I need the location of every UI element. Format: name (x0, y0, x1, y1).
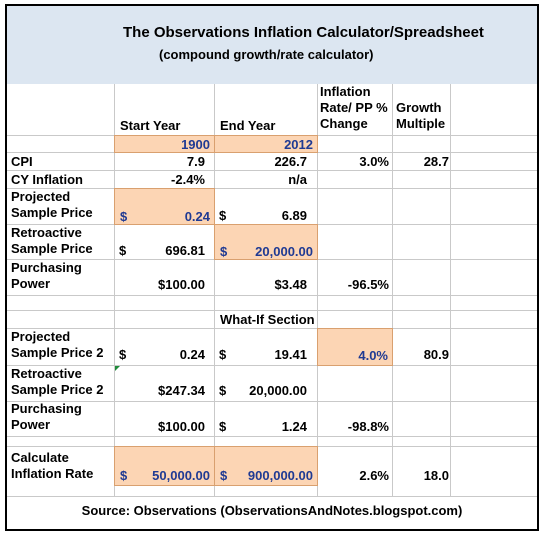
retroactive2-start: $247.34 (158, 383, 205, 398)
purchasing2-start: $100.00 (158, 419, 205, 434)
projected2-start: 0.24 (180, 347, 205, 362)
grid-vline (450, 84, 451, 496)
projected2-growth: 80.9 (424, 347, 449, 362)
comment-indicator (115, 366, 120, 371)
projected-end-currency: $ (219, 208, 226, 223)
projected2-label: Projected Sample Price 2 (11, 329, 104, 361)
calculate-end-input[interactable]: $ 900,000.00 (214, 446, 318, 486)
start-year-header: Start Year (120, 118, 180, 133)
projected-label: Projected Sample Price (11, 189, 93, 221)
retroactive-start: 696.81 (165, 243, 205, 258)
grid-hline (7, 295, 537, 296)
sheet-title: The Observations Inflation Calculator/Sp… (123, 24, 484, 41)
retroactive2-end-currency: $ (219, 383, 226, 398)
projected2-end-currency: $ (219, 347, 226, 362)
retroactive-end-input[interactable]: $ 20,000.00 (214, 224, 318, 260)
calculate-start-input[interactable]: $ 50,000.00 (114, 446, 215, 486)
retroactive-start-currency: $ (119, 243, 126, 258)
growth-multiple-header: Growth Multiple (396, 100, 445, 132)
purchasing-power-label: Purchasing Power (11, 260, 82, 292)
purchasing2-end: 1.24 (282, 419, 307, 434)
whatif-title: What-If Section (220, 312, 315, 327)
start-year-input[interactable]: 1900 (114, 135, 215, 153)
grid-hline (7, 496, 537, 497)
grid-hline (7, 310, 537, 311)
purchasing2-label: Purchasing Power (11, 401, 82, 433)
source-note: Source: Observations (ObservationsAndNot… (7, 503, 537, 518)
grid-hline (7, 436, 537, 437)
projected-start-input[interactable]: $ 0.24 (114, 188, 215, 225)
end-year-header: End Year (220, 118, 275, 133)
cpi-end: 226.7 (274, 154, 307, 169)
cpi-start: 7.9 (187, 154, 205, 169)
cy-inflation-label: CY Inflation (11, 172, 83, 187)
grid-hline (7, 170, 537, 171)
purchasing-power-start: $100.00 (158, 277, 205, 292)
inflation-rate-header: Inflation Rate/ PP % Change (320, 84, 388, 132)
projected2-rate-input[interactable]: 4.0% (317, 328, 393, 366)
retroactive2-label: Retroactive Sample Price 2 (11, 366, 104, 398)
projected2-end: 19.41 (274, 347, 307, 362)
spreadsheet: The Observations Inflation Calculator/Sp… (5, 4, 539, 531)
projected2-start-currency: $ (119, 347, 126, 362)
grid-hline (7, 401, 537, 402)
retroactive2-end: 20,000.00 (249, 383, 307, 398)
retroactive-label: Retroactive Sample Price (11, 225, 93, 257)
projected-end: 6.89 (282, 208, 307, 223)
calculate-label: Calculate Inflation Rate (11, 450, 93, 482)
purchasing-power-rate: -96.5% (348, 277, 389, 292)
purchasing2-rate: -98.8% (348, 419, 389, 434)
calculate-growth: 18.0 (424, 468, 449, 483)
cy-inflation-end: n/a (288, 172, 307, 187)
end-year-input[interactable]: 2012 (214, 135, 318, 153)
purchasing2-end-currency: $ (219, 419, 226, 434)
cpi-rate: 3.0% (359, 154, 389, 169)
grid-vline (392, 84, 393, 496)
title-band: The Observations Inflation Calculator/Sp… (7, 6, 537, 84)
cpi-label: CPI (11, 154, 33, 169)
calculate-rate: 2.6% (359, 468, 389, 483)
purchasing-power-end: $3.48 (274, 277, 307, 292)
cy-inflation-start: -2.4% (171, 172, 205, 187)
cpi-growth: 28.7 (424, 154, 449, 169)
sheet-subtitle: (compound growth/rate calculator) (159, 47, 374, 62)
